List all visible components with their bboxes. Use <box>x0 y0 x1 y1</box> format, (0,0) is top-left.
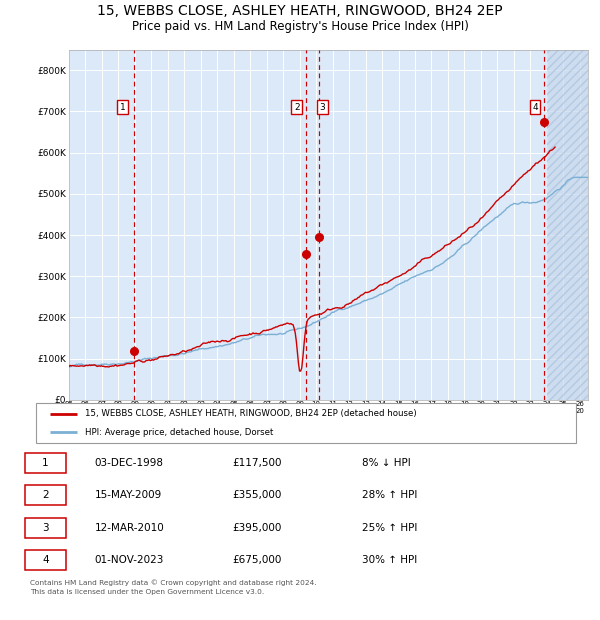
Text: 30% ↑ HPI: 30% ↑ HPI <box>362 556 418 565</box>
Text: 1: 1 <box>120 103 126 112</box>
Text: £395,000: £395,000 <box>233 523 282 533</box>
FancyBboxPatch shape <box>25 485 66 505</box>
Text: HPI: Average price, detached house, Dorset: HPI: Average price, detached house, Dors… <box>85 428 273 437</box>
Text: 4: 4 <box>532 103 538 112</box>
Text: 3: 3 <box>319 103 325 112</box>
Bar <box>547 50 588 400</box>
Text: 2: 2 <box>294 103 299 112</box>
Text: 01-NOV-2023: 01-NOV-2023 <box>95 556 164 565</box>
Text: 1: 1 <box>42 458 49 467</box>
FancyBboxPatch shape <box>25 453 66 473</box>
Text: 15, WEBBS CLOSE, ASHLEY HEATH, RINGWOOD, BH24 2EP (detached house): 15, WEBBS CLOSE, ASHLEY HEATH, RINGWOOD,… <box>85 409 416 419</box>
Text: 03-DEC-1998: 03-DEC-1998 <box>95 458 163 467</box>
Text: £675,000: £675,000 <box>233 556 282 565</box>
Text: 12-MAR-2010: 12-MAR-2010 <box>95 523 164 533</box>
Text: £117,500: £117,500 <box>233 458 282 467</box>
Text: 15, WEBBS CLOSE, ASHLEY HEATH, RINGWOOD, BH24 2EP: 15, WEBBS CLOSE, ASHLEY HEATH, RINGWOOD,… <box>97 4 503 19</box>
Text: 3: 3 <box>42 523 49 533</box>
FancyBboxPatch shape <box>25 550 66 570</box>
Text: 28% ↑ HPI: 28% ↑ HPI <box>362 490 418 500</box>
Text: Contains HM Land Registry data © Crown copyright and database right 2024.
This d: Contains HM Land Registry data © Crown c… <box>30 580 317 595</box>
Text: 8% ↓ HPI: 8% ↓ HPI <box>362 458 411 467</box>
FancyBboxPatch shape <box>36 403 576 443</box>
Text: 25% ↑ HPI: 25% ↑ HPI <box>362 523 418 533</box>
Text: 15-MAY-2009: 15-MAY-2009 <box>95 490 162 500</box>
Text: 2: 2 <box>42 490 49 500</box>
Text: 4: 4 <box>42 556 49 565</box>
Text: £355,000: £355,000 <box>233 490 282 500</box>
Text: Price paid vs. HM Land Registry's House Price Index (HPI): Price paid vs. HM Land Registry's House … <box>131 20 469 33</box>
FancyBboxPatch shape <box>25 518 66 538</box>
